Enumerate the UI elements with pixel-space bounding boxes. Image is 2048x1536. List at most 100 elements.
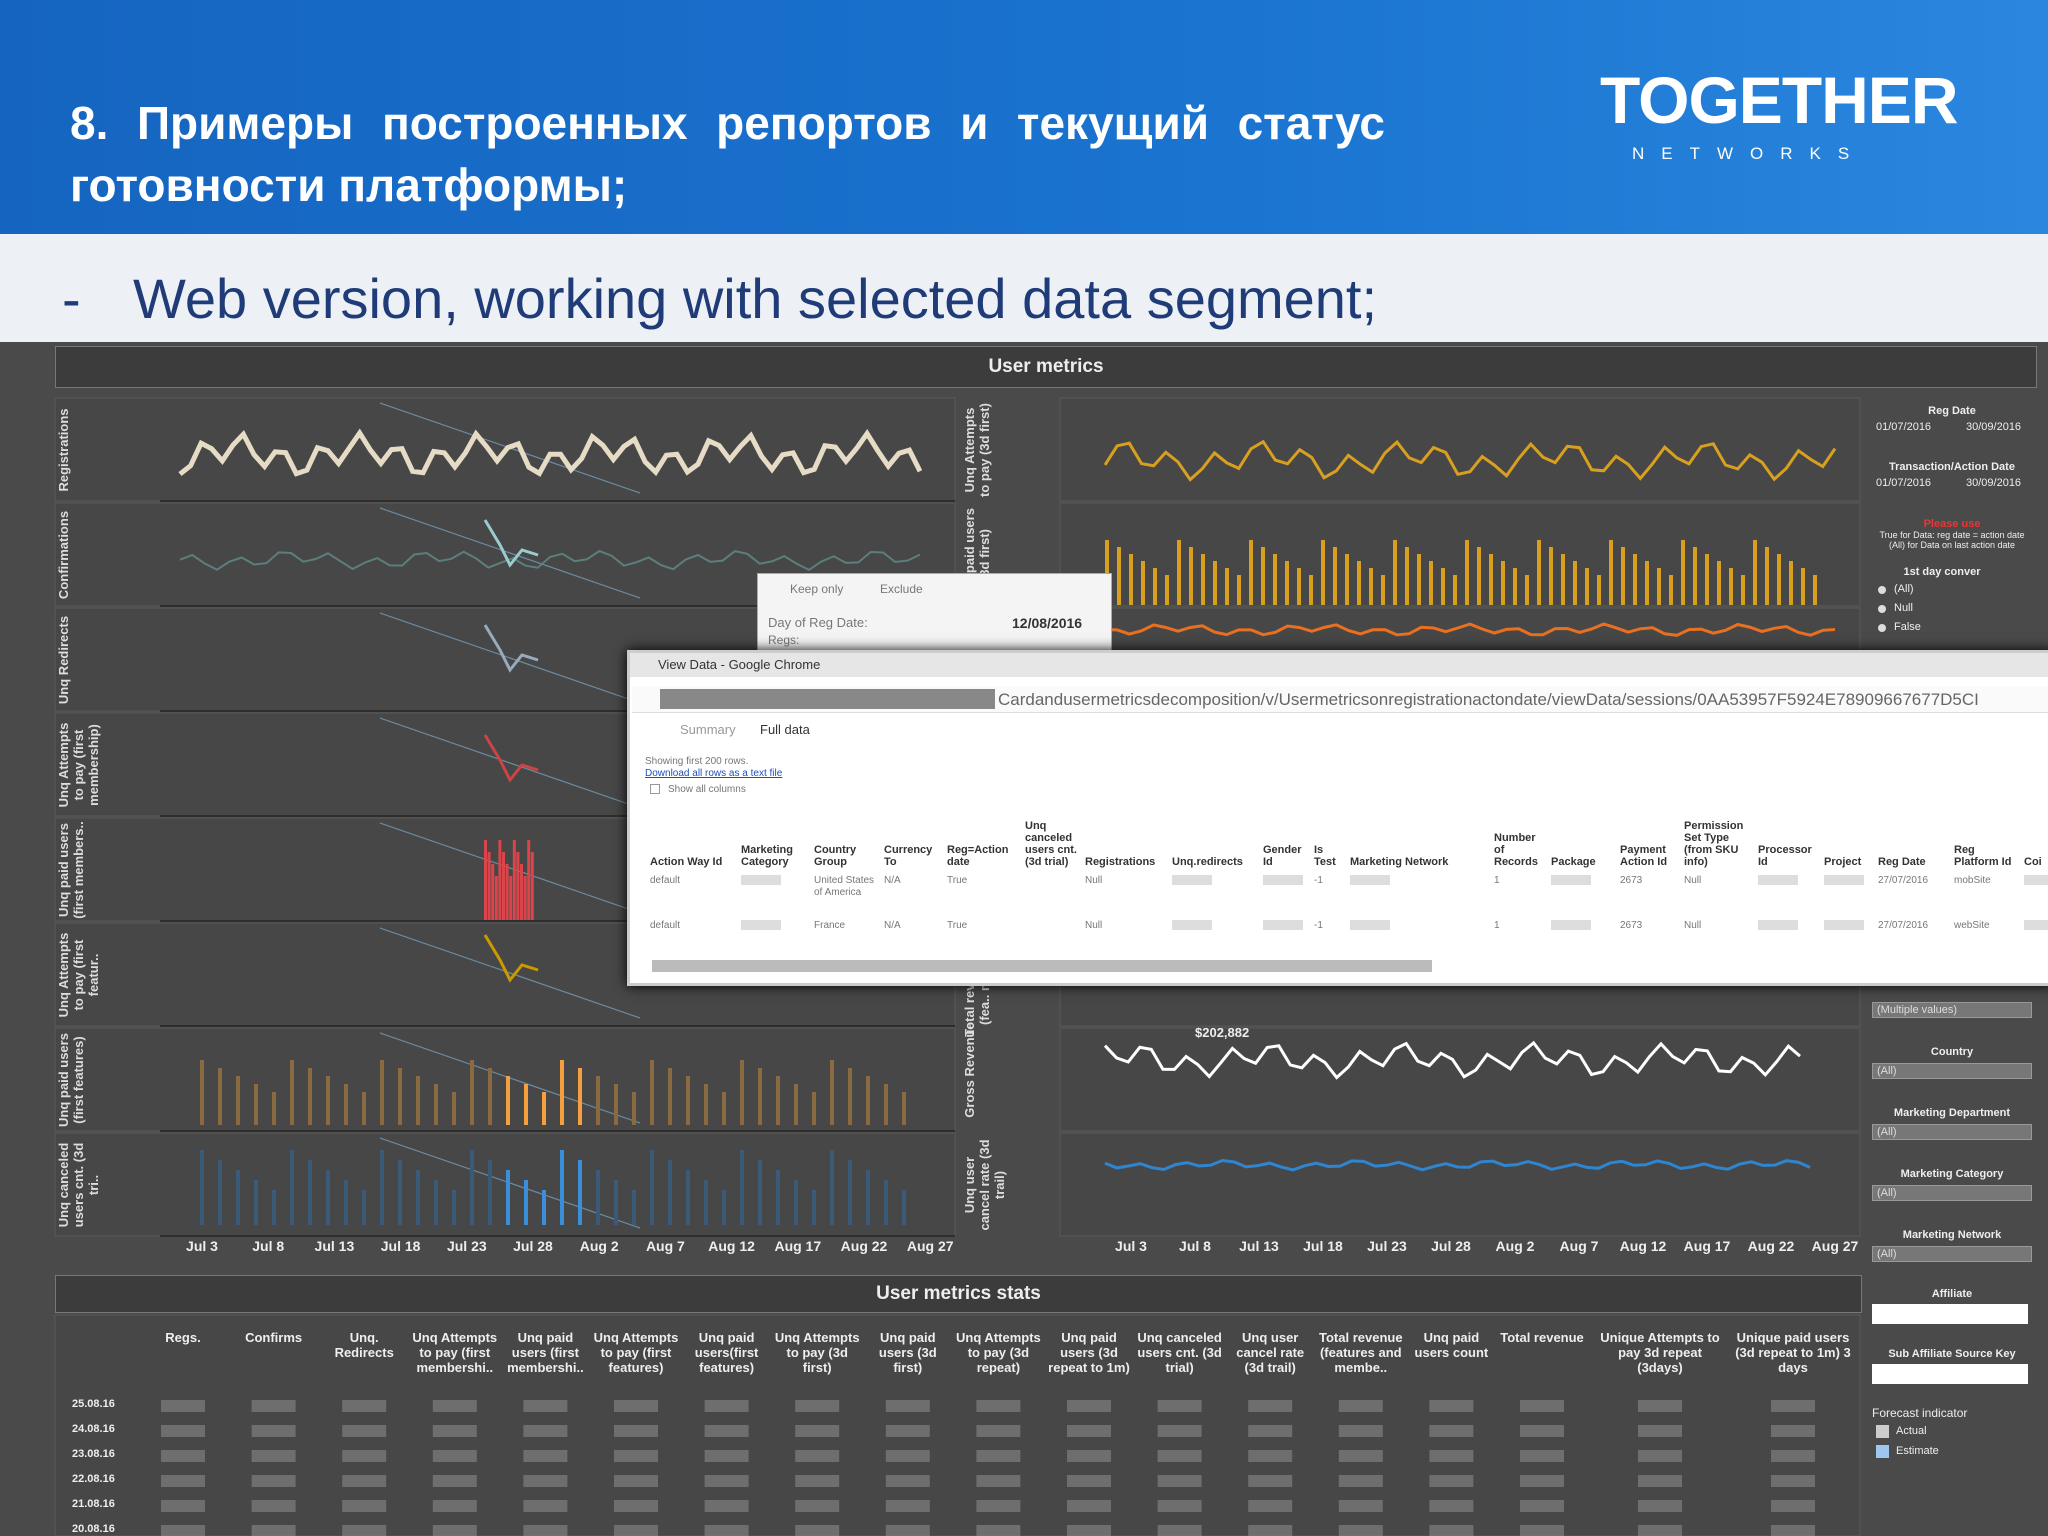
bar-blue [488,1160,492,1225]
blurred-cell [1157,1425,1202,1437]
blurred-cell [885,1475,930,1487]
bar-orange [830,1060,834,1125]
filter-select[interactable]: (All) [1872,1246,2032,1262]
bar-yellow [1393,540,1397,605]
bar-yellow [1237,575,1241,605]
x-tick-label: Aug 2 [579,1238,619,1254]
radio-dot[interactable] [1878,586,1886,594]
blurred-cell [1157,1525,1202,1536]
filter-select[interactable]: (Multiple values) [1872,1002,2032,1018]
column-header: Unq. Redirects [334,1330,394,1360]
bar-orange [254,1084,258,1125]
download-link[interactable]: Download all rows as a text file [645,768,783,779]
blurred-cell [885,1450,930,1462]
tooltip-action[interactable]: Exclude [880,582,923,596]
filter-select[interactable]: (All) [1872,1185,2032,1201]
blurred-cell [2024,875,2048,885]
blurred-cell [976,1450,1021,1462]
tooltip-extra: Regs: [768,633,800,647]
input-label: Affiliate [1931,1288,1973,1300]
column-header: Unique Attempts to pay 3d repeat (3days) [1600,1330,1720,1375]
checkbox[interactable] [650,784,660,794]
column-header: Unq paid users(first features) [694,1330,759,1375]
column-header: Unq paid users (3d first) [878,1330,937,1375]
bar-orange [776,1076,780,1125]
blurred-cell [885,1500,930,1512]
bar-blue [470,1150,474,1225]
bar-orange [398,1068,402,1125]
x-tick-label: Jul 3 [186,1238,218,1254]
y-axis-label: Unq Attempts to pay (first featur.. [56,932,101,1018]
bar-yellow [1609,540,1613,605]
bar-yellow [1621,547,1625,605]
filter-select[interactable]: (All) [1872,1063,2032,1079]
tab[interactable]: Summary [680,722,736,737]
bar-yellow [1453,575,1457,605]
tab[interactable]: Full data [760,722,810,737]
bar-yellow [1417,554,1421,605]
bar-yellow [1429,561,1433,605]
bar-blue [344,1180,348,1225]
window-titlebar [630,653,2048,677]
bar-blue [794,1180,798,1225]
bar-yellow [1501,561,1505,605]
x-tick-label: Aug 2 [1495,1238,1535,1254]
bar-blue [506,1170,510,1225]
blurred-cell [1771,1500,1815,1512]
data-column-header: Currency To [884,844,933,868]
bar-yellow [1633,554,1637,605]
data-column-header: Marketing Network [1350,856,1449,868]
bar-red [498,840,502,920]
bar-blue [686,1170,690,1225]
bar-blue [632,1190,636,1225]
blurred-cell [1429,1425,1474,1437]
bar-yellow [1201,554,1205,605]
bar-orange [506,1076,510,1125]
x-tick-label: Aug 22 [1747,1238,1795,1254]
note-title: Please use [1923,518,1981,530]
radio-dot[interactable] [1878,624,1886,632]
blurred-cell [704,1500,749,1512]
blurred-cell [432,1425,477,1437]
blurred-cell [1338,1425,1383,1437]
bar-yellow [1441,568,1445,605]
bar-red [520,864,523,920]
blurred-cell [1263,920,1303,930]
x-tick-label: Aug 12 [708,1238,755,1254]
blurred-cell [795,1425,840,1437]
blurred-cell [161,1400,205,1412]
column-header: Unq paid users (first membershi.. [507,1330,584,1375]
blurred-cell [251,1500,296,1512]
input-box[interactable] [1872,1364,2028,1384]
data-column-header: Action Way Id [650,856,723,868]
bar-blue [614,1180,618,1225]
y-axis-label: Unq Redirects [56,615,71,705]
bar-blue [542,1190,546,1225]
blurred-cell [432,1400,477,1412]
blurred-cell [614,1475,658,1487]
radio-dot[interactable] [1878,605,1886,613]
bar-yellow [1357,561,1361,605]
blurred-cell [1638,1525,1682,1536]
blurred-cell [523,1400,568,1412]
filter-label: Transaction/Action Date [1889,461,2015,473]
column-header: Unq Attempts to pay (3d first) [774,1330,860,1375]
x-tick-label: Jul 8 [1179,1238,1211,1254]
filter-label: Country [1930,1046,1974,1058]
data-column-header: Coi [2024,856,2042,868]
column-header: Unq Attempts to pay (3d repeat) [956,1330,1041,1375]
blurred-cell [1520,1450,1564,1462]
tooltip-action[interactable]: Keep only [790,582,844,596]
column-header: Confirms [245,1330,303,1345]
filter-select[interactable]: (All) [1872,1124,2032,1140]
bar-orange [614,1084,618,1125]
bar-yellow [1177,540,1181,605]
input-box[interactable] [1872,1304,2028,1324]
blurred-cell [1758,920,1798,930]
showing: Showing first 200 rows. [645,756,749,767]
blurred-cell [1067,1400,1111,1412]
data-cell: 27/07/2016 [1878,920,1929,931]
blurred-cell [523,1475,568,1487]
radio-option: Null [1894,602,1913,614]
x-tick-label: Jul 23 [1367,1238,1407,1254]
